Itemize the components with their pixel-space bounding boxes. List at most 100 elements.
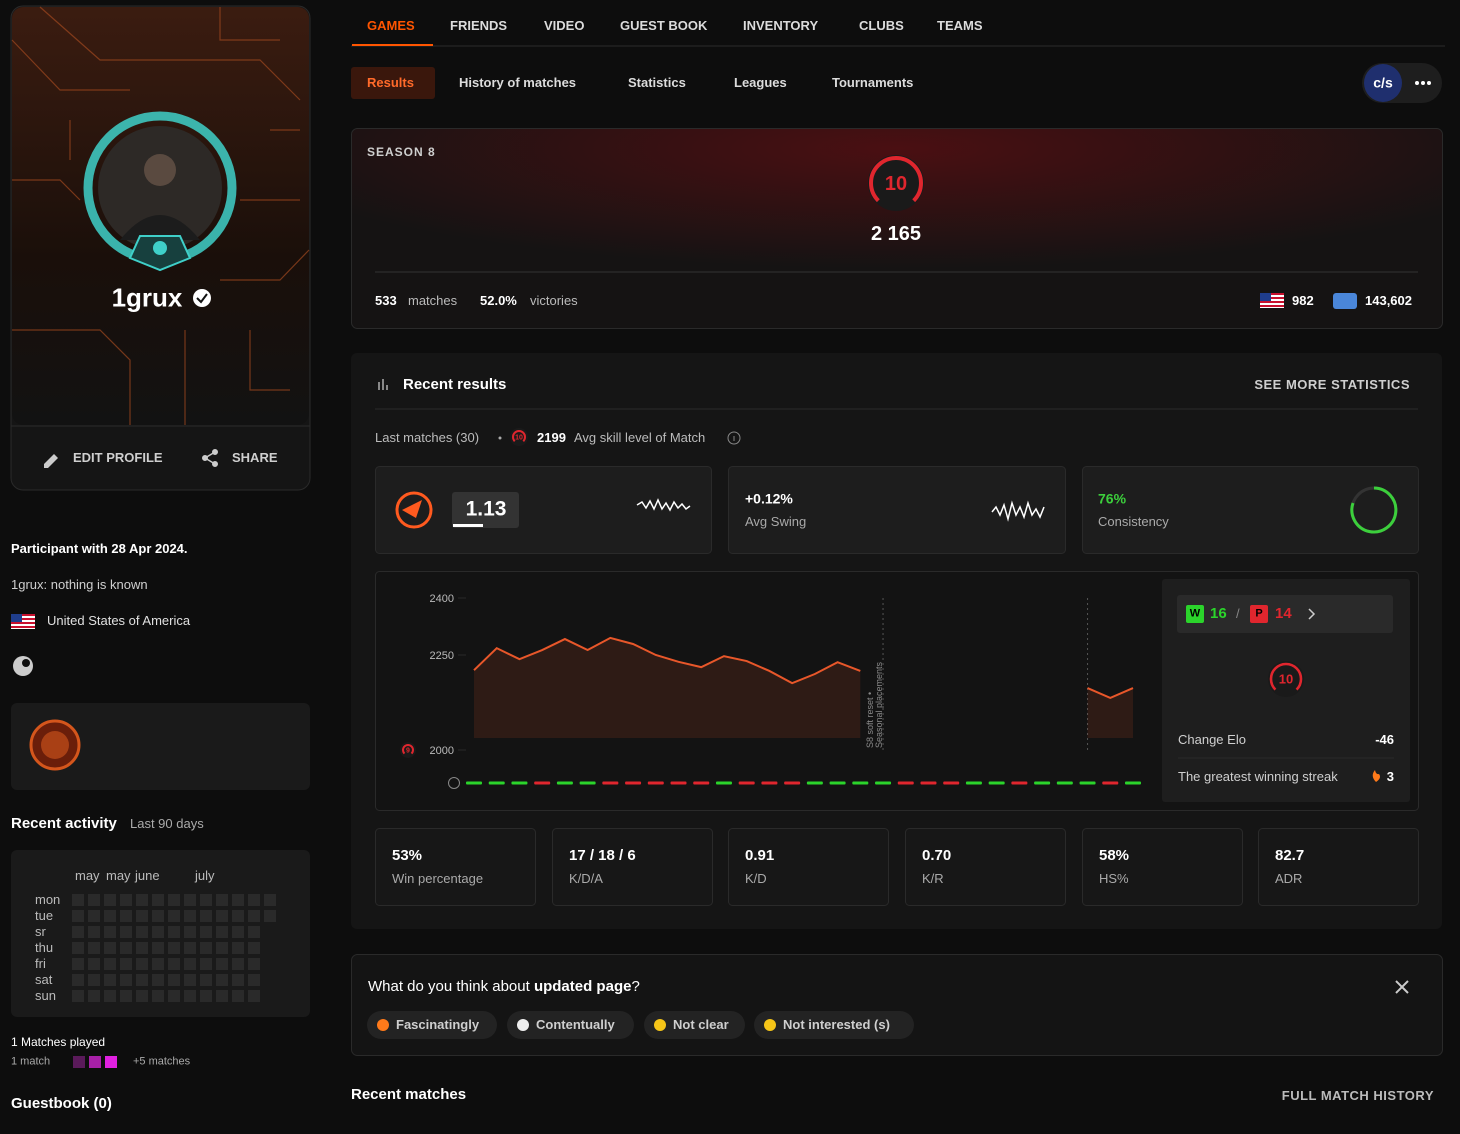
edit-profile-button[interactable]: EDIT PROFILE [73,450,163,466]
option-emoji [517,1019,529,1031]
day-label: sun [35,988,56,1004]
verified-icon [193,289,211,307]
result-dash [466,781,482,785]
level-badge: 10 [510,428,528,446]
matches-label: matches [408,293,458,309]
nav-tab[interactable]: INVENTORY [743,18,819,34]
nav-tab[interactable]: FRIENDS [450,18,508,34]
badge-box [11,703,310,790]
streak-label: The greatest winning streak [1178,769,1338,785]
circuit-lines [11,6,310,425]
close-icon[interactable] [1395,980,1409,994]
heat-cell [248,926,260,938]
game-logo[interactable]: c/s [1373,74,1393,91]
heat-cell [120,894,132,906]
nav-tab[interactable]: CLUBS [859,18,904,34]
result-dash [920,781,937,785]
result-dash [1102,781,1119,785]
decoration [382,379,384,390]
heat-cell [200,990,212,1002]
rating-progress [453,524,483,527]
result-dash [602,781,619,785]
heat-cell [216,910,228,922]
sub-tab[interactable]: Leagues [734,75,787,91]
stat-card [905,828,1066,906]
heat-cell [120,910,132,922]
heat-cell [232,974,244,986]
heat-cell [264,910,276,922]
feedback-options [367,1011,914,1039]
heat-cell [120,942,132,954]
sub-tab[interactable]: Statistics [628,75,686,91]
nav-tab[interactable]: GUEST BOOK [620,18,708,34]
stat-label: K/D [745,871,767,887]
sub-tab[interactable]: Results [367,75,414,91]
heat-cell [152,894,164,906]
y-tick-label: 2000 [430,745,454,757]
question-part: updated page [533,978,632,995]
heat-cell [88,974,100,986]
decoration [89,1056,101,1068]
feedback-option[interactable]: Contentually [536,1017,615,1033]
change-elo: -46 [1375,732,1394,748]
option-pill[interactable] [507,1011,634,1039]
option-pill[interactable] [644,1011,745,1039]
decoration [395,491,433,529]
pencil-icon [44,454,58,468]
level-badges: 10 10 10 [510,155,1304,697]
wins: 16 [1210,605,1227,622]
badge-level: 10 [1279,672,1293,687]
heat-cell [136,974,148,986]
activity-heatmap [72,894,276,1002]
feedback-option[interactable]: Not interested (s) [783,1017,890,1033]
sub-tab[interactable]: Tournaments [832,75,914,91]
heat-cell [120,990,132,1002]
heat-cell [88,958,100,970]
heat-cell [136,942,148,954]
feedback-option[interactable]: Fascinatingly [396,1017,480,1033]
wl-box[interactable] [1177,595,1393,633]
rating-card [375,466,712,554]
decoration [1427,81,1431,85]
feedback-option[interactable]: Not clear [673,1017,729,1033]
month-label: may [75,868,100,884]
decoration [11,614,22,622]
heat-cell [104,974,116,986]
region-rank: 143,602 [1365,293,1412,309]
option-pill[interactable] [754,1011,914,1039]
decoration [204,457,216,465]
decoration [11,622,35,624]
see-more-link[interactable]: SEE MORE STATISTICS [1254,377,1410,393]
decoration [144,154,176,186]
sub-tab[interactable]: History of matches [459,75,577,91]
decoration [153,241,167,255]
decoration [22,659,30,667]
activity-title: Recent activity [11,815,117,832]
result-dash [1125,781,1141,785]
nav-tab[interactable]: VIDEO [544,18,585,34]
heat-cell [120,926,132,938]
heat-cell [72,942,84,954]
game-logo-bg [1364,64,1402,102]
nav-tab[interactable]: GAMES [367,18,415,34]
result-dash [738,781,755,785]
annotation: Seasonal placements [874,661,884,748]
avg-swing: +0.12% [745,490,793,507]
heat-cell [72,926,84,938]
badge-bg [868,155,924,211]
decoration [11,614,35,616]
result-dash [1011,781,1028,785]
more-icon[interactable] [1415,81,1431,85]
rating-icon [395,491,433,529]
heat-cell [168,894,180,906]
nav-tab[interactable]: TEAMS [937,18,983,34]
heat-cell [264,894,276,906]
chevron[interactable] [1308,608,1316,620]
decoration [193,289,211,307]
option-pill[interactable] [367,1011,497,1039]
heat-cell [248,974,260,986]
full-history-link[interactable]: FULL MATCH HISTORY [1281,1088,1434,1104]
share-button[interactable]: SHARE [232,450,278,466]
result-dash [1056,781,1073,785]
